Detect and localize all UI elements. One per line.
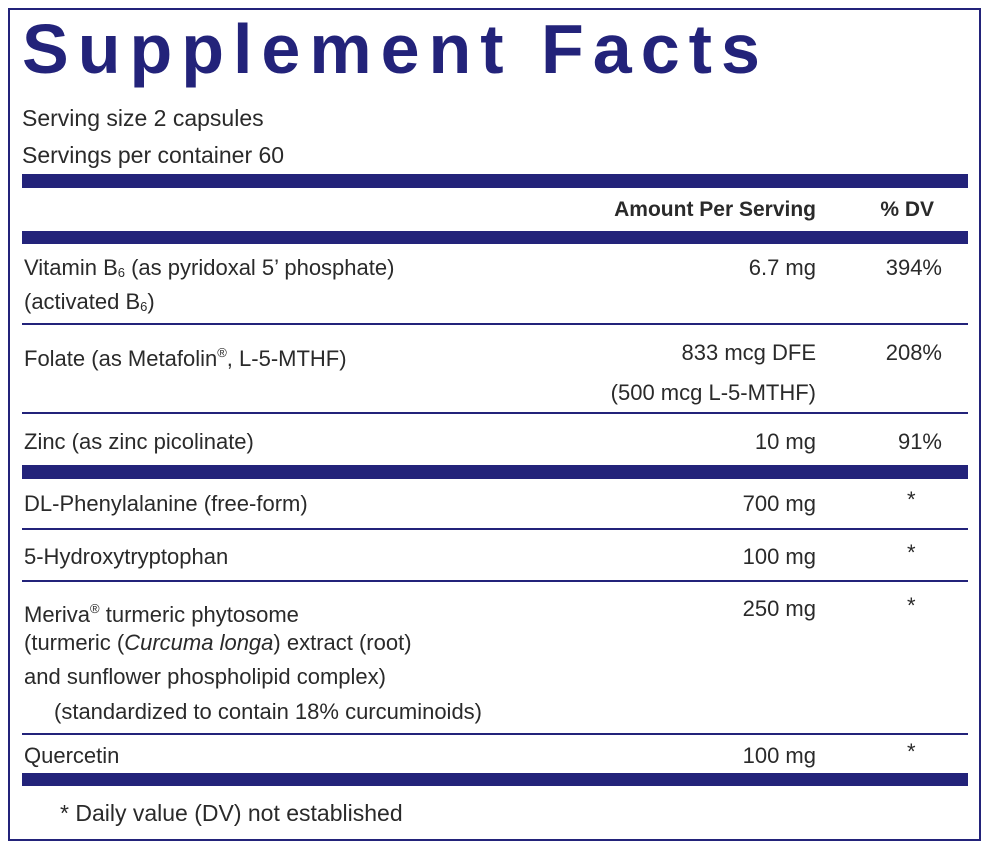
nutrient-dv: * [907,739,916,764]
servings-per-container: Servings per container 60 [22,142,285,168]
nutrient-name: Folate (as Metafolin®, L-5-MTHF) [24,345,347,371]
row-divider [22,412,968,414]
row-divider [22,580,968,582]
supplement-facts-panel [8,8,981,841]
nutrient-amount: 100 mg [742,544,816,569]
nutrient-name: 5-Hydroxytryptophan [24,544,229,569]
row-divider [22,733,968,735]
nutrient-dv: 91% [897,429,942,454]
thick-divider [22,231,968,244]
serving-size: Serving size 2 capsules [22,105,264,131]
nutrient-amount: 250 mg [742,596,816,621]
nutrient-name-line: and sunflower phospholipid complex) [24,664,386,689]
row-divider [22,323,968,325]
nutrient-dv: * [907,593,916,618]
thick-divider [22,773,968,786]
nutrient-amount: 100 mg [742,743,816,768]
nutrient-name: Zinc (as zinc picolinate) [24,429,254,454]
nutrient-amount: 700 mg [742,491,816,516]
nutrient-dv: * [907,540,916,565]
nutrient-name: Vitamin B6 (as pyridoxal 5’ phosphate) [24,255,395,280]
nutrient-dv: 208% [885,340,942,365]
nutrient-amount: 10 mg [754,429,816,454]
nutrient-amount: 6.7 mg [748,255,816,280]
panel-title: Supplement Facts [22,10,769,88]
thick-divider [22,174,968,188]
nutrient-name-line: (standardized to contain 18% curcuminoid… [54,699,483,724]
thick-divider [22,465,968,479]
dv-header: % DV [880,198,934,221]
nutrient-name: Meriva® turmeric phytosome [24,601,299,627]
nutrient-name-note: (activated B6) [24,289,155,314]
nutrient-name-line: (turmeric (Curcuma longa) extract (root) [24,630,412,655]
nutrient-name: Quercetin [24,743,120,768]
nutrient-name: DL-Phenylalanine (free-form) [24,491,308,516]
row-divider [22,528,968,530]
nutrient-dv: * [907,487,916,512]
nutrient-amount: 833 mcg DFE [681,340,817,365]
nutrient-dv: 394% [885,255,942,280]
nutrient-amount-note: (500 mcg L-5-MTHF) [610,380,816,405]
footnote: * Daily value (DV) not established [60,800,403,826]
amount-per-serving-header: Amount Per Serving [614,198,816,221]
